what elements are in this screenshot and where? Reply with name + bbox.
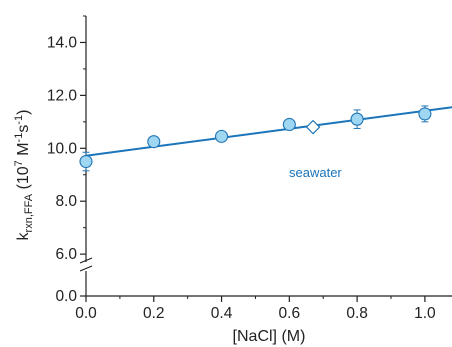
fit-line-group: [86, 106, 452, 157]
x-tick-label: 0.0: [75, 305, 97, 322]
axis-break-mark: [79, 257, 93, 264]
data-point: [282, 117, 296, 132]
y-axis-title: krxn,FFA (107 M-1s-1): [13, 110, 35, 241]
data-point-diamond: [305, 119, 321, 135]
x-axis-title: [NaCl] (M): [233, 328, 306, 345]
data-point: [418, 107, 432, 121]
y-tick-label: 12.0: [47, 87, 78, 104]
axes: [79, 15, 452, 302]
y-tick-label: 6.0: [55, 246, 77, 263]
data-point: [147, 135, 161, 149]
y-tick-label: 10.0: [47, 140, 78, 157]
x-tick-label: 0.4: [211, 305, 233, 322]
data-point: [79, 154, 93, 169]
data-point: [350, 112, 364, 126]
data-point: [215, 129, 229, 143]
y-tick-label: 8.0: [55, 193, 77, 210]
annotation-seawater: seawater: [289, 165, 342, 180]
x-tick-label: 0.6: [279, 305, 301, 322]
x-tick-label: 0.8: [346, 305, 368, 322]
axis-break-mark: [79, 265, 93, 272]
x-tick-label: 1.0: [414, 305, 436, 322]
axis-break: [79, 257, 93, 272]
y-tick-label: 14.0: [47, 34, 78, 51]
fit-line: [86, 106, 452, 157]
y-tick-label: 0.0: [55, 288, 77, 305]
x-tick-label: 0.2: [143, 305, 165, 322]
data-marks: [79, 105, 432, 172]
tick-labels: 0.0 0.2 0.4 0.6 0.8 1.0 0.0 6.0 8.0 10.0 12.0 14.0: [47, 34, 436, 322]
